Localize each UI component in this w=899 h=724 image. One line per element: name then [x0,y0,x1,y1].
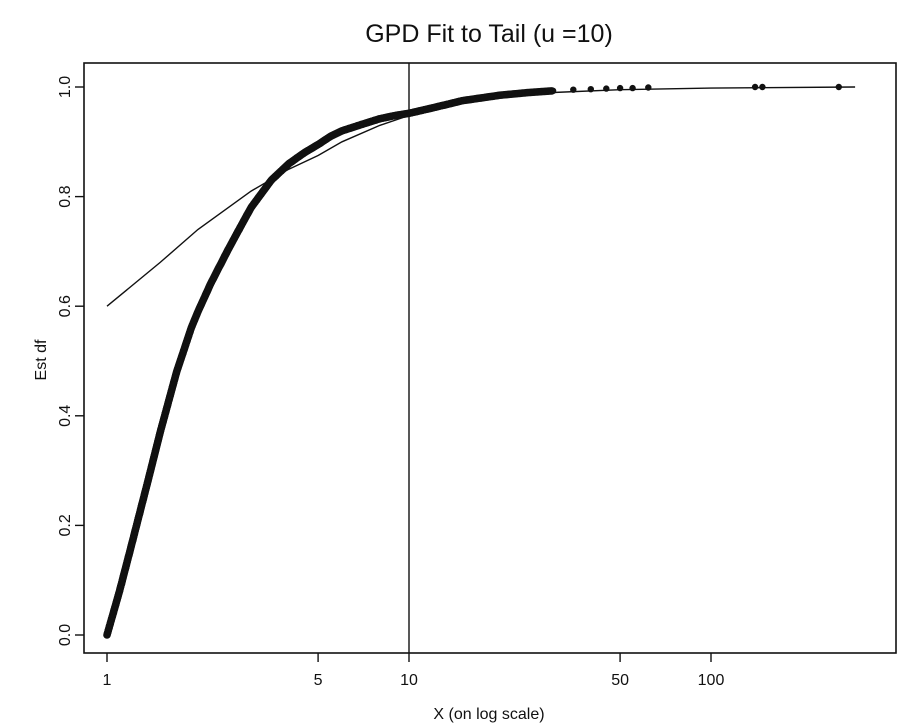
x-tick-label: 5 [314,672,323,689]
gpd-fit-line [106,86,856,307]
y-tick-label: 0.8 [57,185,74,207]
data-point [645,84,652,91]
x-tick-label: 50 [611,672,629,689]
data-point [751,83,759,91]
data-point [616,84,624,92]
y-axis: 0.0 0.2 0.4 0.6 0.8 1.0 [57,76,84,646]
data-point [835,83,842,91]
y-tick-label: 0.0 [57,624,74,646]
data-point [759,83,766,91]
y-tick-label: 1.0 [57,76,74,98]
y-axis-label: Est df [33,339,50,380]
empirical-points [103,83,842,639]
data-point [570,86,577,93]
data-point [603,85,610,92]
plot-frame [83,62,897,654]
x-tick-label: 100 [698,672,725,689]
y-tick-label: 0.6 [57,295,74,317]
x-tick-label: 10 [400,672,418,689]
x-axis-label: X (on log scale) [433,706,544,723]
y-tick-label: 0.2 [57,514,74,536]
x-tick-label: 1 [103,672,112,689]
chart-title: GPD Fit to Tail (u =10) [365,20,613,48]
data-point [549,87,557,95]
data-point [587,86,594,93]
data-point [629,84,636,92]
y-tick-label: 0.4 [57,405,74,427]
x-axis: 1 5 10 50 100 [103,653,725,689]
